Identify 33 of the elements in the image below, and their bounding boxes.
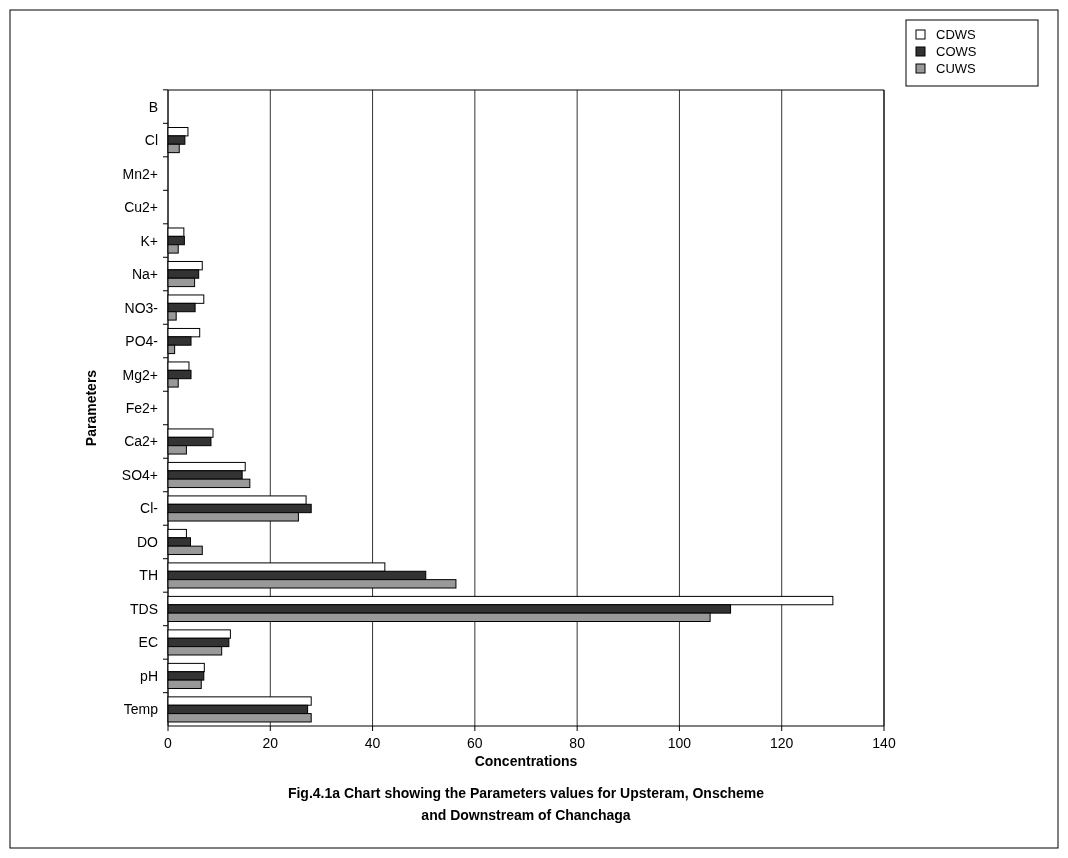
y-tick-label: EC bbox=[138, 634, 158, 651]
y-tick-label: PO4- bbox=[125, 333, 159, 350]
x-tick-label: 40 bbox=[364, 735, 381, 751]
y-tick-label: Cl- bbox=[140, 500, 159, 517]
x-tick-label: 100 bbox=[667, 735, 692, 751]
y-tick-label: Cl bbox=[144, 132, 158, 149]
x-tick-label: 120 bbox=[770, 735, 794, 751]
x-tick-label: 80 bbox=[569, 735, 586, 751]
x-tick-label: 0 bbox=[164, 735, 173, 751]
legend-label: CUWS bbox=[936, 61, 977, 76]
y-tick-label: pH bbox=[140, 667, 158, 684]
y-tick-label: Fe2+ bbox=[125, 400, 158, 416]
y-tick-label: DO bbox=[137, 533, 159, 550]
y-tick-label: TDS bbox=[130, 600, 158, 617]
y-tick-label: SO4+ bbox=[121, 466, 158, 483]
y-axis-title: Parameters bbox=[83, 369, 99, 447]
y-tick-label: Cu2+ bbox=[124, 199, 158, 216]
y-tick-label: NO3- bbox=[124, 299, 159, 316]
x-axis-title: Concentrations bbox=[474, 753, 578, 769]
y-tick-label: B bbox=[148, 98, 158, 115]
y-tick-label: Ca2+ bbox=[124, 433, 158, 450]
text: Fig.4.1a Chart showing the Parameters values for Upsteram, Onscheme and Downstream of Chanchaga bbox=[287, 785, 765, 823]
y-tick-label: Na+ bbox=[131, 266, 158, 283]
x-tick-label: 60 bbox=[467, 735, 483, 751]
x-tick-label: 20 bbox=[262, 735, 279, 751]
y-tick-label: Mg2+ bbox=[122, 366, 158, 383]
legend-label: COWS bbox=[936, 44, 977, 59]
legend-label: CDWS bbox=[936, 27, 977, 42]
y-tick-label: K+ bbox=[140, 232, 158, 249]
x-tick-label: 140 bbox=[872, 735, 896, 751]
y-tick-label: TH bbox=[139, 567, 158, 584]
y-tick-label: Temp bbox=[123, 701, 159, 718]
y-tick-label: Mn2+ bbox=[122, 165, 158, 182]
